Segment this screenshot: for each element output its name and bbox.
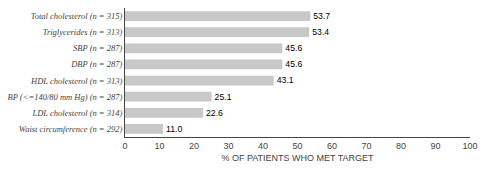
svg-text:50: 50: [292, 141, 302, 151]
svg-text:20: 20: [189, 141, 199, 151]
svg-text:Total cholesterol (n = 315): Total cholesterol (n = 315): [31, 11, 123, 21]
svg-text:40: 40: [258, 141, 268, 151]
svg-text:25.1: 25.1: [215, 92, 232, 102]
svg-text:22.6: 22.6: [206, 108, 223, 118]
svg-text:LDL cholesterol (n = 314): LDL cholesterol (n = 314): [32, 108, 123, 118]
svg-text:DBP (n = 287): DBP (n = 287): [70, 59, 122, 69]
svg-text:70: 70: [361, 141, 371, 151]
svg-text:11.0: 11.0: [166, 124, 182, 134]
svg-text:90: 90: [430, 141, 440, 151]
svg-text:60: 60: [327, 141, 337, 151]
svg-text:BP (<=140/80 mm Hg) (n = 287): BP (<=140/80 mm Hg) (n = 287): [8, 92, 123, 102]
svg-text:10: 10: [154, 141, 164, 151]
svg-text:SBP (n = 287): SBP (n = 287): [73, 43, 122, 53]
svg-text:45.6: 45.6: [285, 43, 302, 53]
svg-text:53.4: 53.4: [312, 27, 329, 37]
svg-text:53.7: 53.7: [313, 11, 330, 21]
svg-text:% OF PATIENTS WHO MET TARGET: % OF PATIENTS WHO MET TARGET: [221, 153, 374, 163]
svg-text:45.6: 45.6: [285, 59, 302, 69]
svg-text:30: 30: [223, 141, 233, 151]
svg-text:100: 100: [462, 141, 477, 151]
svg-text:80: 80: [396, 141, 406, 151]
svg-text:HDL cholesterol (n = 313): HDL cholesterol (n = 313): [30, 76, 122, 86]
svg-text:0: 0: [122, 141, 127, 151]
svg-text:Triglycerides (n = 313): Triglycerides (n = 313): [43, 27, 123, 37]
svg-text:Waist circumference (n = 292): Waist circumference (n = 292): [19, 124, 123, 134]
svg-text:43.1: 43.1: [277, 75, 294, 85]
